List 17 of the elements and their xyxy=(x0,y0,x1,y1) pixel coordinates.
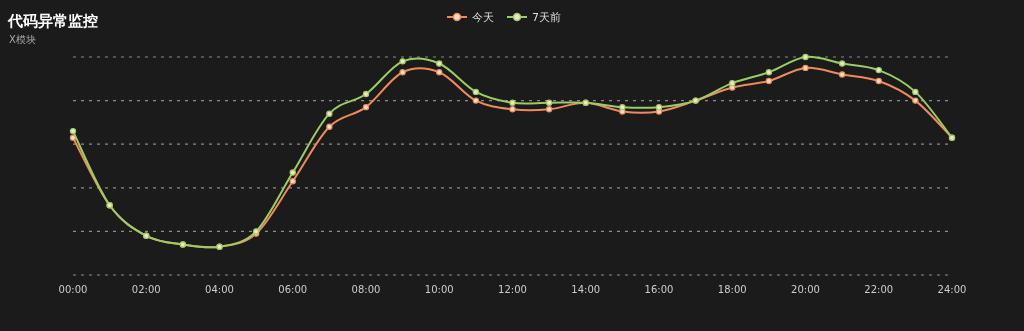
x-tick-label: 22:00 xyxy=(864,284,894,295)
x-tick-label: 24:00 xyxy=(937,284,967,295)
x-tick-label: 10:00 xyxy=(424,284,454,295)
x-tick-label: 00:00 xyxy=(58,284,88,295)
legend-label: 7天前 xyxy=(532,11,561,24)
x-tick-label: 08:00 xyxy=(351,284,381,295)
x-tick-label: 04:00 xyxy=(205,284,234,295)
x-tick-label: 20:00 xyxy=(791,284,820,295)
chart-subtitle: X模块 xyxy=(9,34,36,45)
x-tick-label: 16:00 xyxy=(644,284,674,295)
x-tick-label: 18:00 xyxy=(717,284,747,295)
x-tick-label: 12:00 xyxy=(498,284,527,295)
x-tick-label: 06:00 xyxy=(278,284,308,295)
x-tick-label: 02:00 xyxy=(131,284,161,295)
chart-title: 代码异常监控 xyxy=(7,12,98,30)
legend-label: 今天 xyxy=(472,11,494,24)
x-tick-label: 14:00 xyxy=(571,284,601,295)
